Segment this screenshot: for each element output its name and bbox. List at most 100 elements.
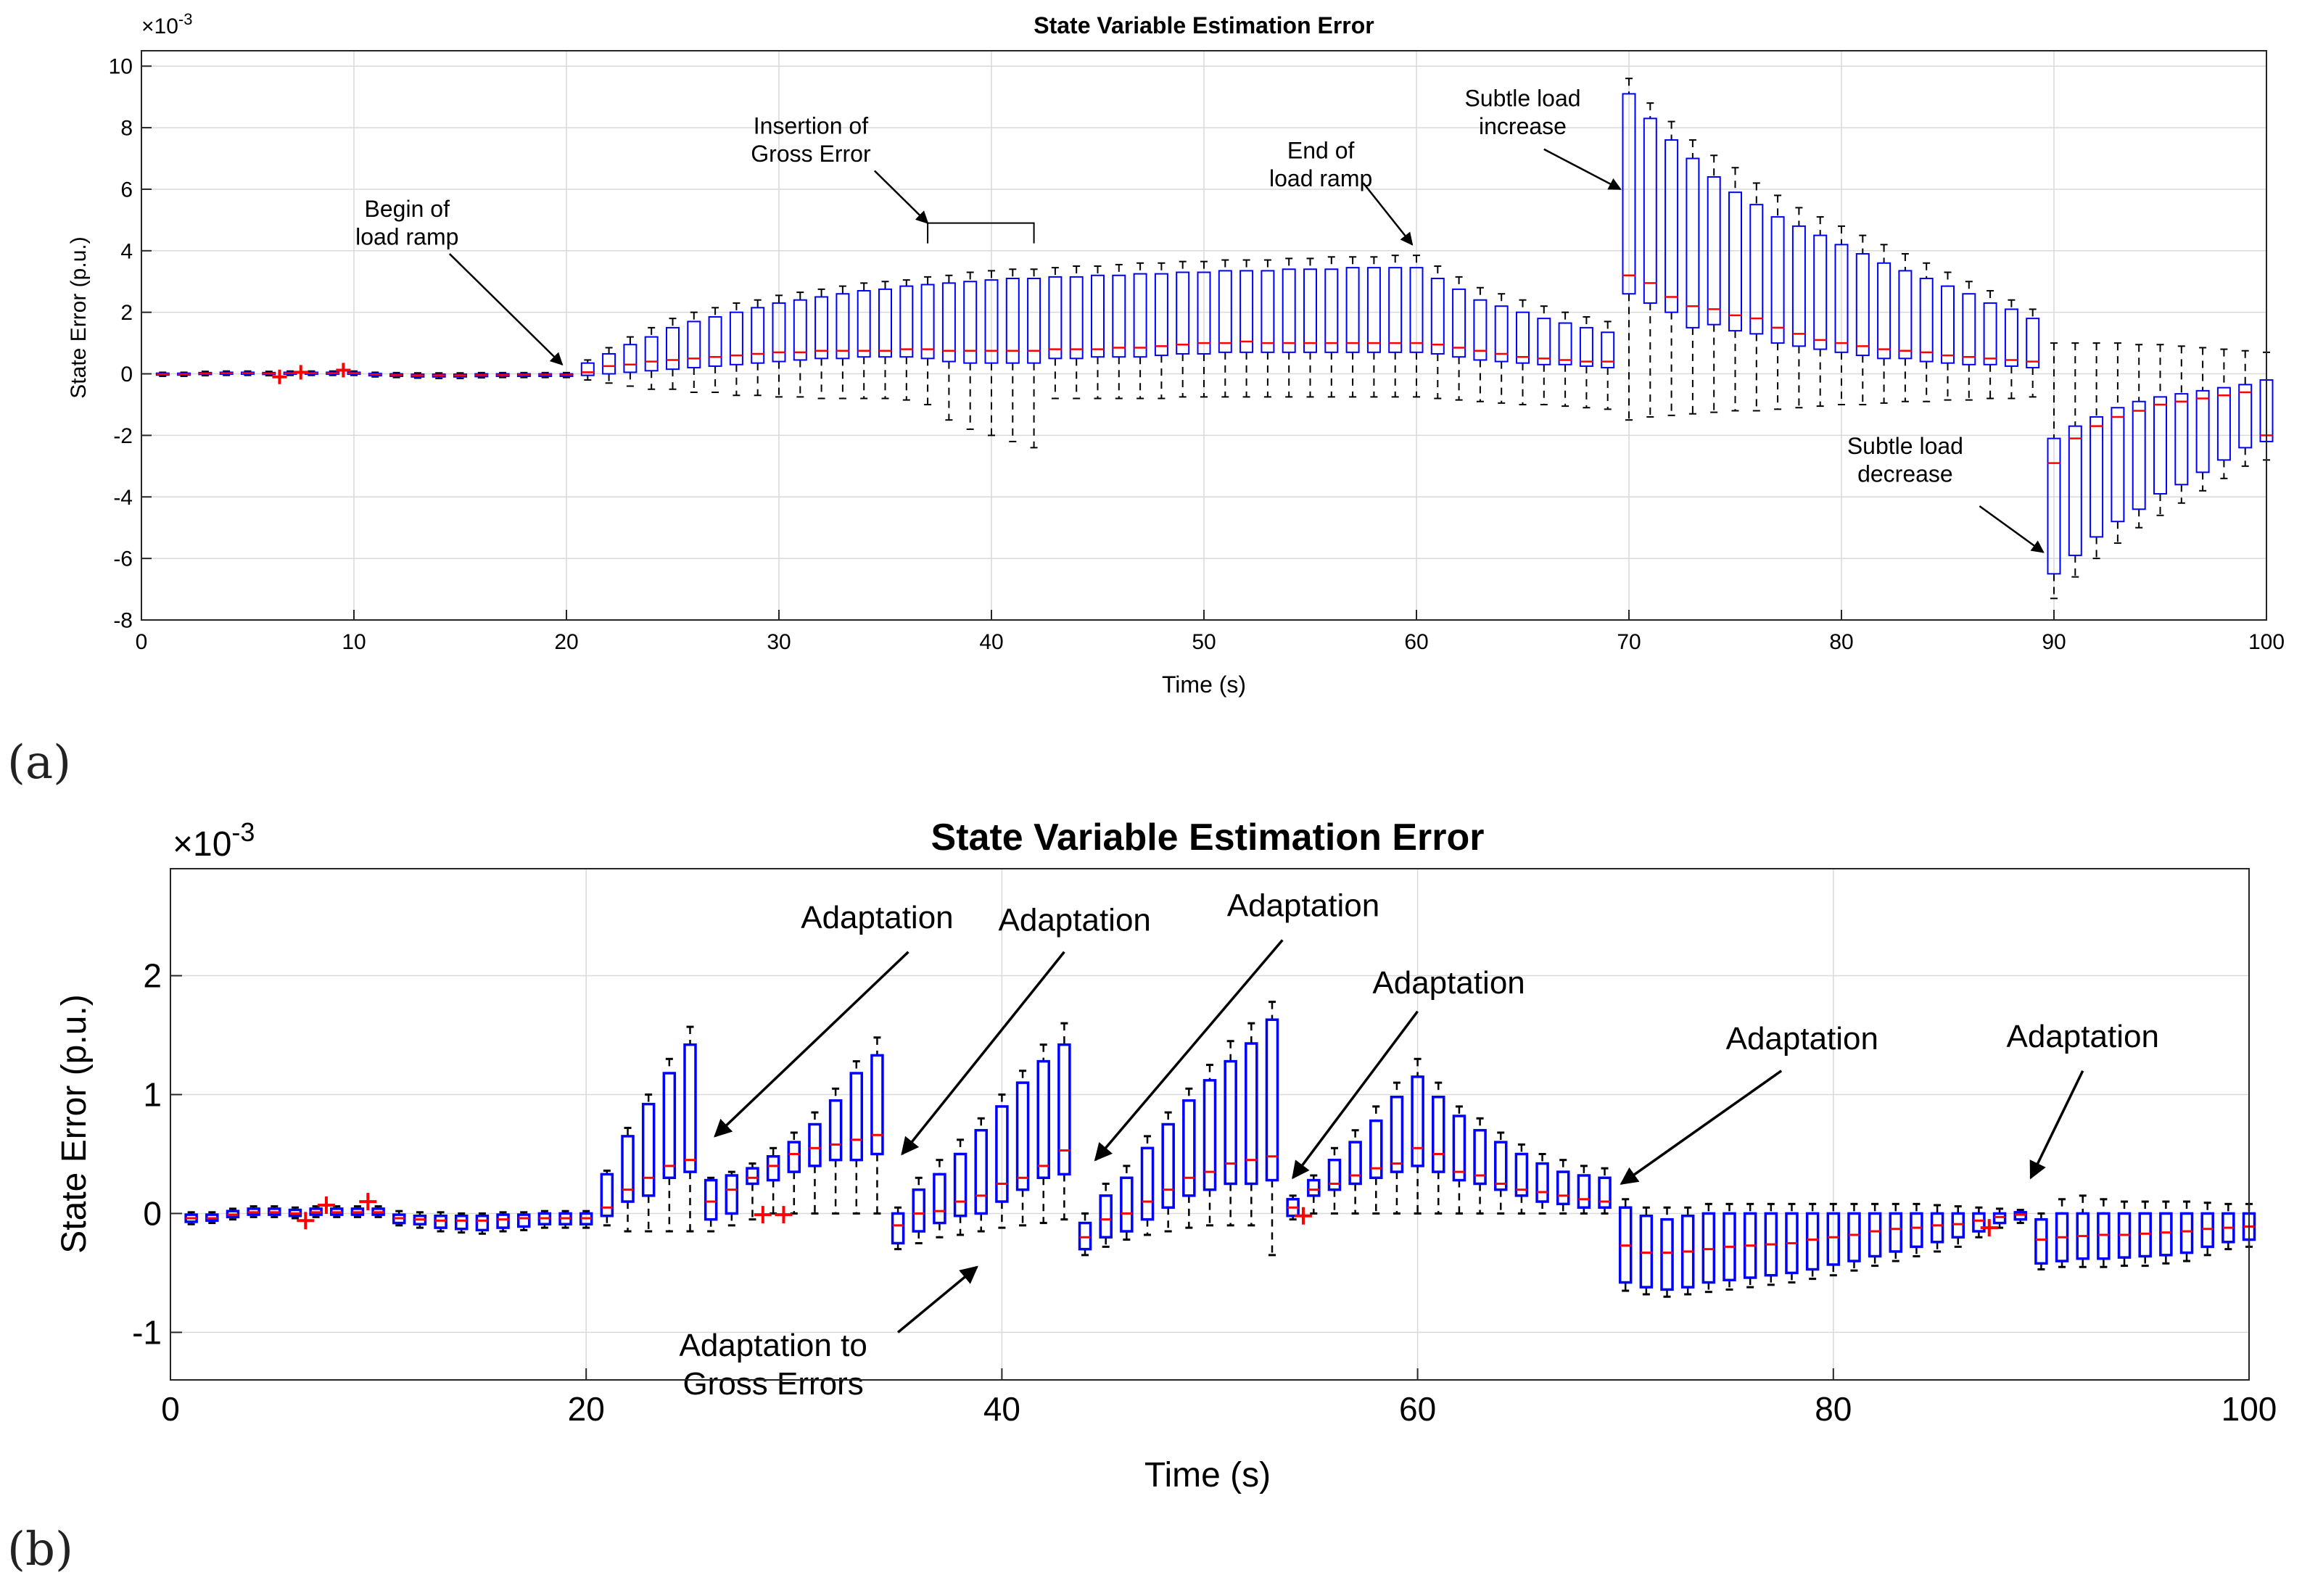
box [1941, 285, 1955, 364]
box [828, 1099, 843, 1162]
annotation-2: Adaptation [1094, 888, 1379, 1162]
annotation-arrow [1620, 1070, 1783, 1185]
box-t70 [1622, 78, 1636, 421]
box [2153, 396, 2167, 495]
box-t15 [453, 372, 467, 379]
box [772, 302, 786, 363]
box-t79 [1813, 216, 1828, 408]
box [912, 1188, 926, 1233]
box-t8 [330, 1205, 344, 1218]
box-t23 [623, 336, 638, 387]
annotation-0: Adaptation [714, 900, 954, 1138]
box [814, 296, 829, 360]
box-t91 [2068, 342, 2082, 578]
y-tick-label: 2 [143, 957, 162, 995]
box [1120, 1176, 1134, 1233]
box-t62 [1452, 276, 1466, 401]
chart-b-ylabel: State Error (p.u.) [55, 994, 94, 1253]
box-t2 [177, 371, 191, 377]
box-t54 [1282, 257, 1296, 398]
annotation-text: Adaptation to Gross Errors [679, 1328, 867, 1402]
annotation-text: End of load ramp [1269, 138, 1372, 191]
annotation-arrow [714, 951, 909, 1138]
chart-b-annotations: Adaptation Adaptation Adaptation Adaptation… [679, 888, 2158, 1402]
box [516, 1213, 531, 1228]
box-t83 [1889, 1202, 1903, 1262]
box-t70 [1618, 1198, 1633, 1292]
box [729, 311, 743, 365]
box [2034, 1217, 2048, 1265]
box-t45 [1099, 1182, 1113, 1248]
x-tick-label: 100 [2221, 1390, 2277, 1428]
box [1983, 302, 1997, 365]
box-t22 [602, 347, 616, 384]
annotation-text: Adaptation [1372, 965, 1525, 1001]
box [704, 1178, 718, 1221]
chart-a-annotations: Begin of load ramp Insertion of Gross Error… [355, 85, 2045, 553]
box-t75 [1728, 167, 1742, 412]
box-t66 [1537, 305, 1551, 405]
box-t48 [1161, 1111, 1175, 1233]
outlier-marker [272, 369, 287, 384]
chart-a-grid [141, 51, 2267, 621]
annotation-arrow [1979, 505, 2045, 553]
panel-label-a: (a) [7, 736, 72, 790]
box [434, 1214, 447, 1229]
box [891, 1212, 905, 1245]
annotation-4: Adaptation [1620, 1021, 1878, 1185]
box [1369, 1119, 1383, 1180]
box-t26 [704, 1176, 718, 1233]
box [644, 336, 659, 372]
box [849, 1072, 864, 1162]
box [787, 1141, 801, 1173]
box [1099, 1194, 1113, 1239]
y-tick-label: -4 [113, 486, 133, 510]
box [1813, 234, 1828, 350]
chart-a-ticks: 0 10 20 30 40 50 60 70 80 90 100 -8 -6 -4 -2 0 2 4 6 8 10 [109, 55, 2285, 654]
y-tick-label: 0 [143, 1195, 162, 1233]
box-t73 [1680, 1206, 1695, 1296]
box-t47 [1133, 262, 1147, 400]
box-t44 [1069, 265, 1084, 400]
box [1791, 225, 1806, 347]
x-tick-label: 20 [568, 1390, 605, 1428]
box [1473, 1128, 1487, 1186]
x-tick-label: 0 [136, 630, 148, 654]
box-t28 [746, 1162, 759, 1221]
box-t82 [1877, 244, 1891, 404]
box-t19 [558, 1210, 572, 1229]
box [2159, 1212, 2173, 1257]
box-t52 [1239, 259, 1254, 398]
box-t21 [600, 1169, 614, 1227]
box-t35 [891, 1206, 905, 1251]
box-t62 [1452, 1105, 1466, 1215]
annotation-1: Insertion of Gross Error [751, 113, 929, 224]
box-t71 [1639, 1206, 1654, 1296]
box-t9 [326, 370, 340, 376]
box-t10 [371, 1205, 385, 1218]
box [1078, 1221, 1092, 1251]
box-t36 [899, 279, 914, 401]
box-t4 [247, 1205, 260, 1218]
box-t52 [1245, 1022, 1258, 1227]
box-t46 [1120, 1165, 1134, 1241]
box [454, 1214, 469, 1231]
box [662, 1072, 677, 1180]
x-tick-label: 20 [554, 630, 578, 654]
box-t81 [1855, 234, 1870, 405]
box [1327, 1158, 1342, 1191]
box-t94 [2117, 1200, 2132, 1268]
box [1224, 1059, 1237, 1186]
box [1868, 1212, 1882, 1258]
x-tick-label: 60 [1399, 1390, 1436, 1428]
box-t16 [496, 1211, 510, 1233]
box [1005, 278, 1020, 364]
annotation-arrow [1094, 939, 1284, 1162]
box [1992, 1212, 2007, 1225]
box [2013, 1211, 2027, 1221]
box-t56 [1324, 256, 1339, 398]
box-t32 [814, 288, 829, 400]
box [899, 285, 914, 358]
box [953, 1152, 968, 1217]
box [1239, 270, 1254, 353]
